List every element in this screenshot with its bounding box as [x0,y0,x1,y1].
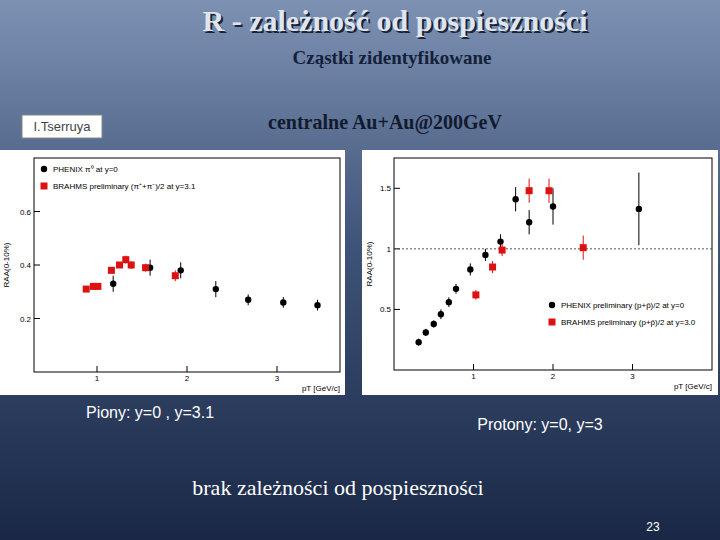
data-point [499,247,506,254]
caption-right: Protony: y=0, y=3 [477,416,603,433]
data-point [83,286,90,293]
y-tick-label: 0.6 [20,208,32,217]
y-tick-label: 0.2 [20,315,32,324]
x-axis-title: pT [GeV/c] [302,384,340,393]
caption-left: Piony: y=0 , y=3.1 [86,404,214,421]
legend-label: PHENIX π⁰ at y=0 [53,165,118,174]
data-point [128,262,135,269]
data-point [116,262,123,269]
plot-area [83,256,321,311]
slide: R - zależność od pospiesznościR - zależn… [0,0,720,540]
y-tick [394,309,400,310]
y-tick-label: 0.5 [380,305,392,314]
x-tick [97,366,98,372]
y-tick-label: 1 [387,245,392,254]
data-point [482,252,488,258]
background [0,0,720,540]
system: centralne Au+Au@200GeV [268,111,502,134]
x-tick [553,364,554,370]
legend-marker [549,319,556,326]
legend-marker [41,183,48,190]
chart: 0.5 1 1.5 1 2 3 pT [GeV/c] RAA(0-10%) PHENIX pre… [362,150,718,395]
data-point [431,321,437,327]
data-point [497,238,503,244]
data-point [546,187,553,194]
x-tick-label: 1 [95,374,100,383]
y-tick [34,318,40,319]
y-axis-title: RAA(0-10%) [365,241,374,286]
y-tick-label: 1.5 [380,184,392,193]
y-tick [34,265,40,266]
conclusion: brak zależności od pospieszności [192,475,483,500]
data-point [280,299,286,305]
data-point [526,187,533,194]
data-point [245,297,251,303]
x-tick-label: 1 [471,372,476,381]
legend-label: BRAHMS preliminary (p+p̄)/2 at y=3.0 [561,318,696,327]
data-point [94,283,101,290]
author-box [22,115,102,138]
data-point [636,206,642,212]
x-tick-label: 2 [551,372,556,381]
x-tick [277,366,278,372]
data-point [213,286,219,292]
slide-title-face: R - zależność od pospieszności [203,4,588,37]
legend-marker [41,166,47,172]
y-tick [34,211,40,212]
x-tick-label: 3 [275,374,280,383]
chart-panel [362,150,718,395]
data-point [446,299,452,305]
legend-marker [549,302,555,308]
data-point [580,244,587,251]
data-point [467,266,473,272]
reference-line [394,248,712,249]
data-point [453,286,459,292]
data-point [512,196,518,202]
page-number: 23 [646,520,660,534]
x-tick-label: 2 [185,374,190,383]
legend-label: BRAHMS preliminary (π⁺+π⁻)/2 at y=3.1 [53,182,196,191]
plot-area [394,173,712,346]
data-point [550,203,556,209]
plot-frame [394,158,712,370]
plot-frame [34,158,340,372]
subtitle: Cząstki zidentyfikowane [293,47,492,68]
x-axis-title: pT [GeV/c] [674,382,712,391]
chart: 0.2 0.4 0.6 1 2 3 pT [GeV/c] RAA(0-10%) PHENIX π… [0,150,345,395]
data-point [423,329,429,335]
data-point [489,264,496,271]
y-axis-title: RAA(0-10%) [2,242,11,287]
data-point [438,311,444,317]
data-point [142,264,149,271]
y-tick [394,188,400,189]
x-tick [187,366,188,372]
data-point [472,291,479,298]
data-point [415,339,421,345]
data-point [314,302,320,308]
x-tick [632,364,633,370]
author: I.Tserruya [33,119,91,134]
data-point [108,267,115,274]
y-tick-label: 0.4 [20,261,32,270]
data-point [526,219,532,225]
data-point [110,281,116,287]
x-tick [473,364,474,370]
chart-panel [0,150,345,395]
legend-label: PHENIX preliminary (p+p̄)/2 at y=0 [561,301,685,310]
data-point [172,272,179,279]
x-tick-label: 3 [630,372,635,381]
